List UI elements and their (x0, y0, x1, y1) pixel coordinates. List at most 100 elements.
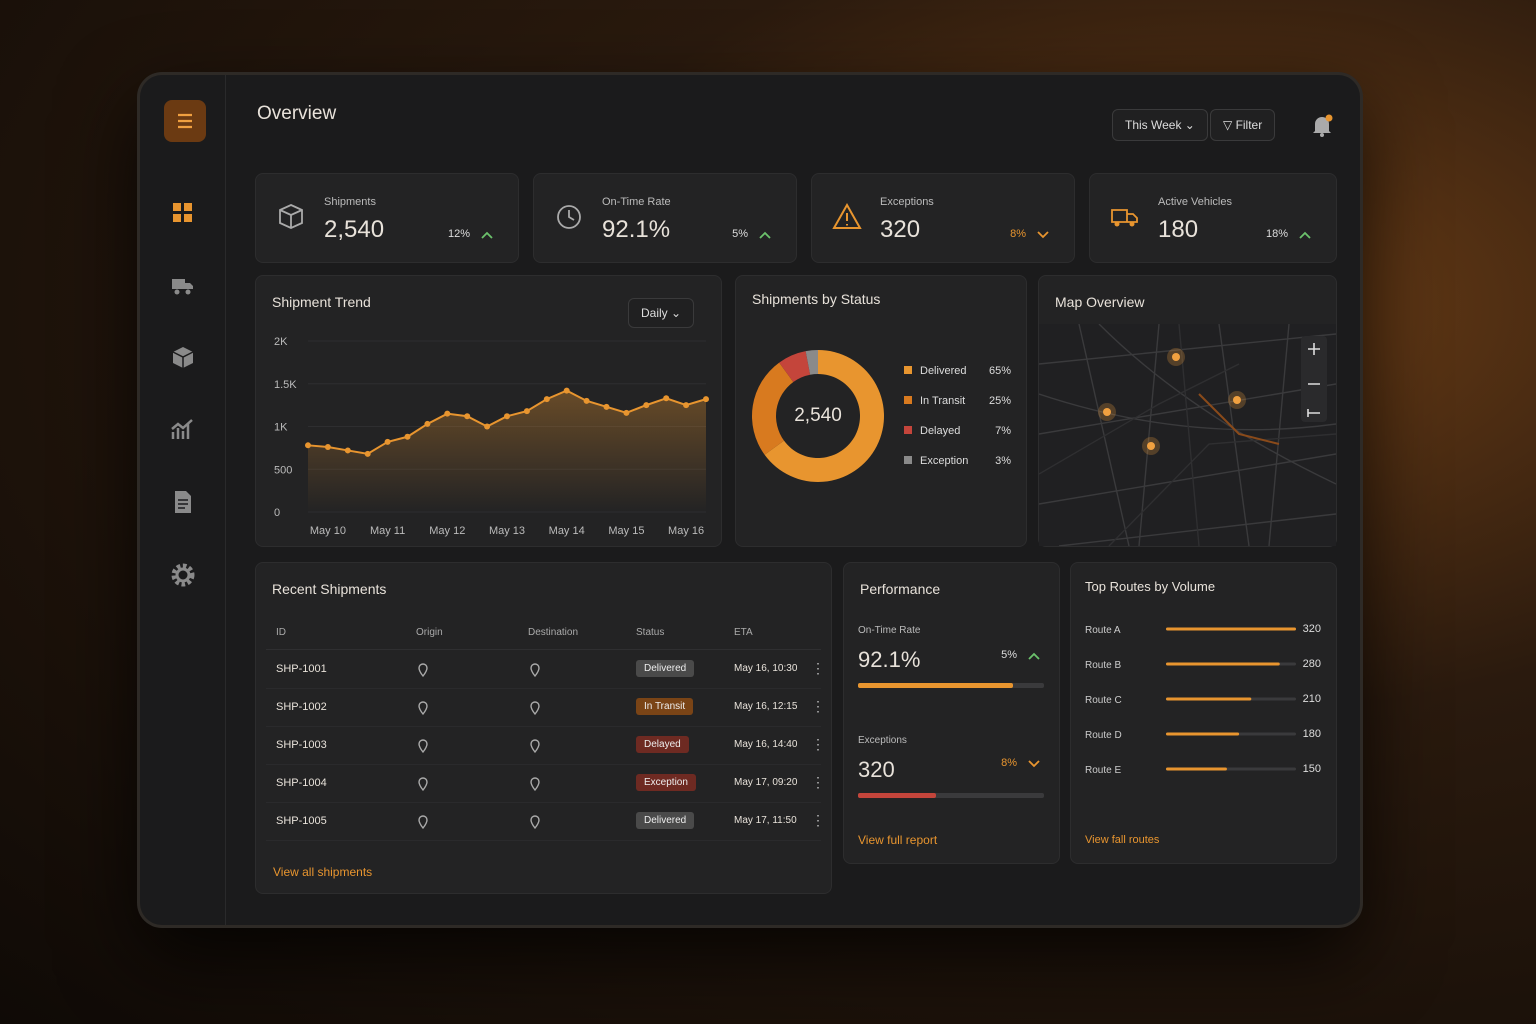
trend-arrow (1028, 652, 1040, 660)
location-pin (530, 815, 540, 829)
kpi-icon (279, 204, 303, 229)
nav-analytics[interactable] (170, 417, 196, 443)
nav-settings[interactable] (170, 562, 196, 588)
filter-button[interactable]: ▽ Filter (1210, 109, 1276, 141)
trend-point (504, 413, 510, 420)
x-tick-label: May 16 (668, 525, 704, 537)
kpi-icon (832, 202, 862, 229)
row-divider (266, 764, 821, 765)
row-eta: May 17, 09:20 (734, 777, 798, 788)
row-menu[interactable]: ⋮ (811, 774, 825, 790)
performance-card: Performance On-Time Rate 92.1% 5% Except… (843, 562, 1060, 864)
trend-arrow (481, 231, 493, 239)
shipments-card: Recent Shipments View all shipments ID Or… (255, 562, 832, 894)
trend-area (308, 390, 706, 512)
donut-slice (764, 350, 884, 482)
kpi-label: Active Vehicles (1158, 196, 1232, 208)
routes-link[interactable]: View fall routes (1085, 834, 1160, 846)
shape (175, 491, 191, 513)
y-tick-label: 2K (274, 336, 288, 348)
row-divider (266, 688, 821, 689)
row-menu[interactable]: ⋮ (811, 736, 825, 752)
shape (279, 209, 303, 228)
row-menu[interactable]: ⋮ (811, 812, 825, 828)
perf-label: Exceptions (858, 735, 907, 746)
trend-chart: 0 500 1K 1.5K 2K May 10 May 11 May 12 May 13 May … (274, 336, 709, 537)
status-pill: Delayed (636, 736, 689, 753)
kpi-value: 92.1% (602, 216, 671, 243)
perf-value: 92.1% (858, 647, 921, 672)
menu-button[interactable] (164, 100, 206, 142)
kpi-label: Exceptions (880, 196, 934, 208)
chevron (1299, 231, 1311, 239)
row-menu[interactable]: ⋮ (811, 660, 825, 676)
period-select[interactable]: This Week ⌄ (1112, 109, 1208, 141)
shape (175, 567, 191, 583)
x-tick-label: May 11 (370, 525, 405, 537)
row-eta: May 16, 12:15 (734, 701, 798, 712)
legend-swatch (904, 396, 912, 404)
row-divider (266, 840, 821, 841)
shape (171, 419, 193, 439)
shape (1301, 336, 1327, 422)
trend-point (424, 420, 431, 427)
shape (1233, 396, 1241, 404)
card-title: Top Routes by Volume (1085, 579, 1215, 594)
notifications[interactable] (1310, 113, 1334, 139)
shape (557, 205, 581, 229)
report-link[interactable]: View full report (858, 833, 938, 847)
trend-point (683, 402, 690, 409)
kpi-value: 320 (880, 216, 921, 243)
kpi-card: Active Vehicles 180 18% (1089, 173, 1337, 263)
shape (172, 279, 193, 289)
location-pin (418, 701, 428, 715)
status-card: Shipments by Status 2,540 Delivered 65% In… (735, 275, 1027, 547)
trend-point (484, 423, 491, 430)
shape (858, 683, 1013, 688)
trend-point (305, 442, 311, 449)
zoom-controls[interactable] (1301, 336, 1327, 422)
shape (1198, 393, 1280, 445)
trend-point (523, 408, 530, 415)
x-tick-label: May 10 (310, 525, 346, 537)
shape (178, 499, 188, 509)
trend-arrow (1028, 760, 1040, 768)
legend-label: Exception (920, 455, 968, 467)
kpi-value: 2,540 (324, 216, 385, 243)
row-eta: May 16, 14:40 (734, 739, 798, 750)
row-menu[interactable]: ⋮ (811, 698, 825, 714)
trend-point (563, 387, 570, 394)
trend-point (703, 396, 709, 403)
pin-shape (418, 815, 428, 829)
route-label: Route E (1085, 765, 1121, 776)
status-pill: In Transit (636, 698, 694, 715)
donut-slice (779, 351, 811, 383)
nav-packages[interactable] (170, 345, 196, 371)
x-tick-label: May 15 (608, 525, 644, 537)
pin-shape (418, 739, 428, 753)
shape (1313, 117, 1331, 133)
card-title: Shipment Trend (272, 294, 371, 310)
nav-dashboard[interactable] (170, 200, 196, 226)
nav-vehicles[interactable] (170, 273, 196, 299)
granularity-select[interactable]: Daily ⌄ (628, 298, 695, 328)
trend-point (603, 403, 610, 410)
nav-reports[interactable] (170, 489, 196, 515)
legend-swatch (904, 456, 912, 464)
route-value: 320 (1303, 623, 1321, 635)
row-id: SHP-1004 (276, 777, 327, 789)
kpi-change: 5% (732, 228, 748, 240)
pin-shape (418, 701, 428, 715)
row-eta: May 17, 11:50 (734, 815, 797, 826)
route-label: Route B (1085, 660, 1121, 671)
route-bar (1166, 732, 1240, 736)
trend-point (543, 396, 550, 403)
location-pin (418, 777, 428, 791)
legend-label: In Transit (920, 395, 965, 407)
map-pins (1098, 348, 1246, 455)
view-all-link[interactable]: View all shipments (273, 865, 373, 879)
kpi-change: 8% (1010, 228, 1026, 240)
shape (174, 289, 180, 295)
pin-shape (530, 739, 540, 753)
route-label: Route A (1085, 625, 1121, 636)
